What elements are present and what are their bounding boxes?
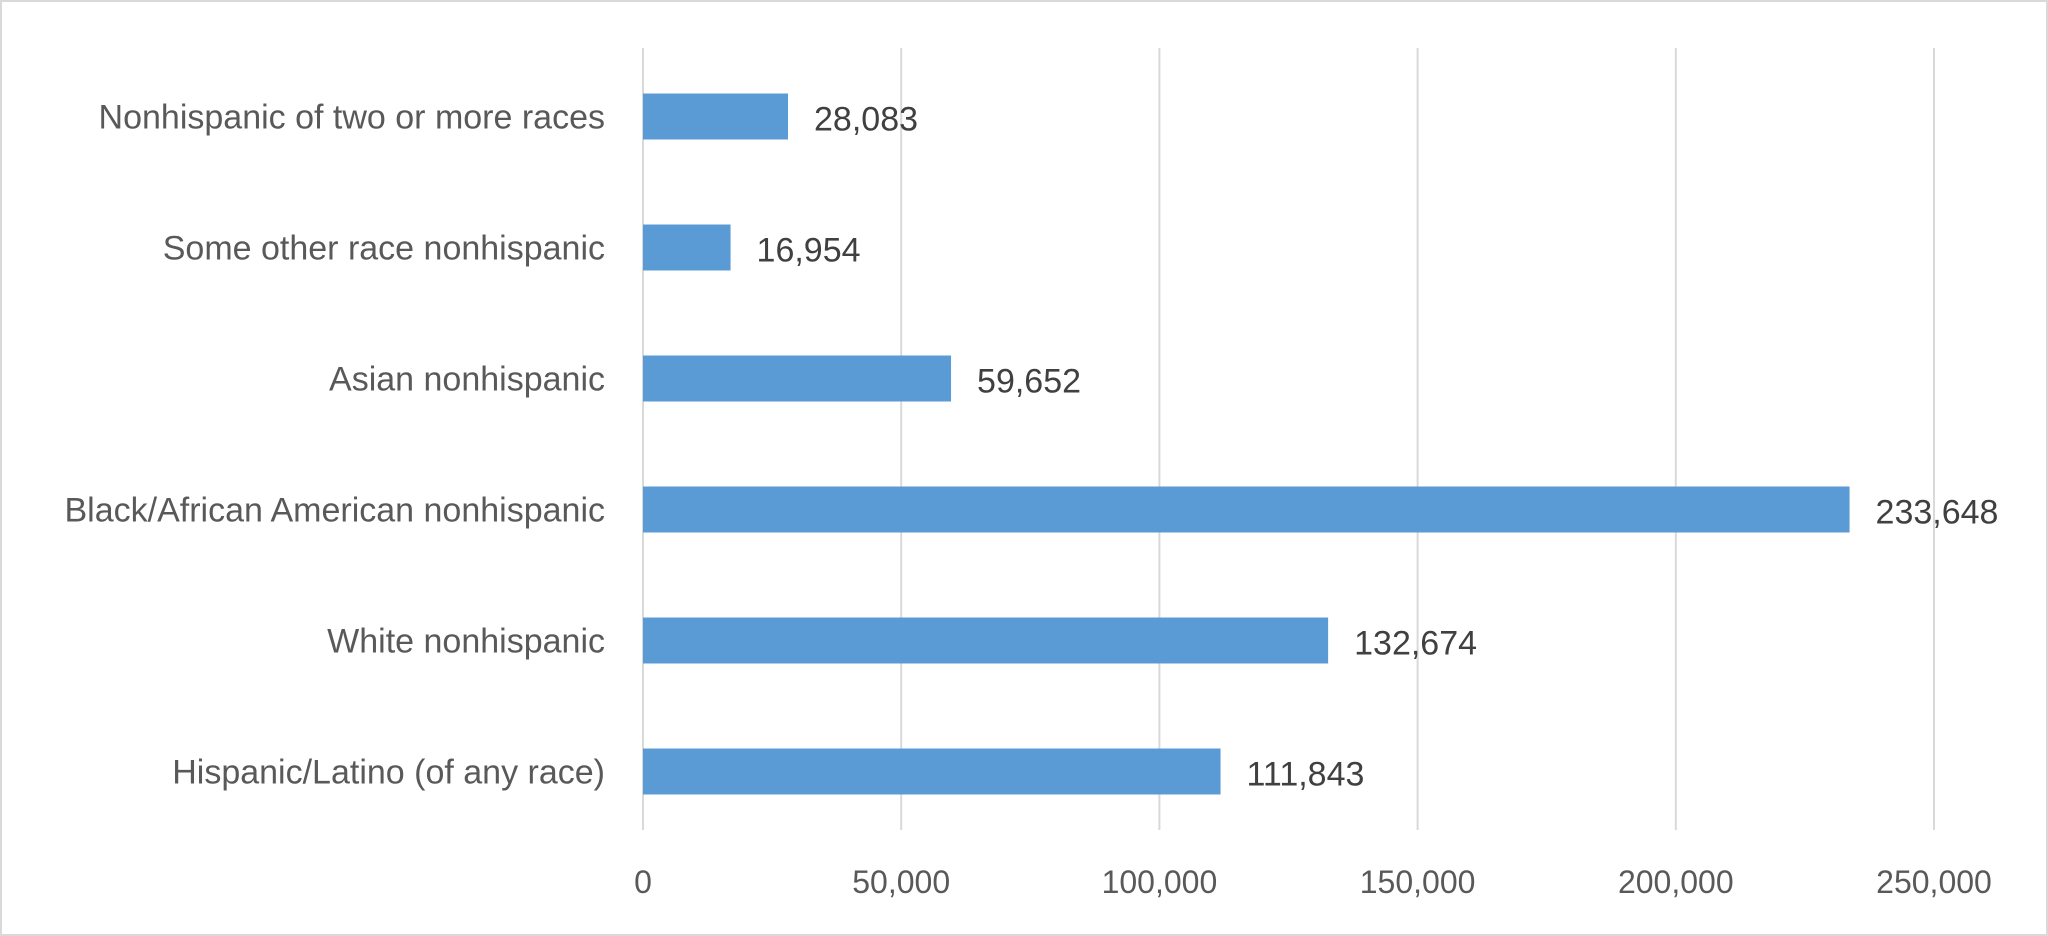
bar bbox=[643, 355, 952, 402]
data-label: 111,843 bbox=[1247, 756, 1365, 794]
data-label: 233,648 bbox=[1876, 494, 1999, 532]
x-tick-label: 0 bbox=[634, 864, 652, 900]
bar bbox=[643, 486, 1850, 533]
label-layer: 0 50,000 100,000 150,000 200,000 250,000 Hispa… bbox=[65, 99, 1999, 901]
x-tick-label: 100,000 bbox=[1102, 864, 1218, 900]
x-tick-label: 150,000 bbox=[1360, 864, 1476, 900]
bar-layer bbox=[643, 93, 1850, 795]
bar bbox=[643, 93, 789, 140]
category-label: Hispanic/Latino (of any race) bbox=[172, 754, 605, 792]
category-label: Black/African American nonhispanic bbox=[65, 492, 606, 530]
bar bbox=[643, 748, 1221, 795]
data-label: 59,652 bbox=[977, 363, 1081, 401]
grid-layer bbox=[642, 48, 1935, 830]
data-label: 132,674 bbox=[1354, 625, 1477, 663]
x-tick-label: 50,000 bbox=[852, 864, 950, 900]
category-label: Some other race nonhispanic bbox=[163, 230, 605, 268]
bar bbox=[643, 617, 1329, 664]
category-label: Nonhispanic of two or more races bbox=[99, 99, 605, 137]
data-label: 16,954 bbox=[757, 232, 861, 270]
x-tick-label: 250,000 bbox=[1876, 864, 1992, 900]
bar bbox=[643, 224, 731, 271]
x-tick-label: 200,000 bbox=[1618, 864, 1734, 900]
data-label: 28,083 bbox=[814, 101, 918, 139]
category-label: White nonhispanic bbox=[327, 623, 605, 661]
category-label: Asian nonhispanic bbox=[329, 361, 605, 399]
